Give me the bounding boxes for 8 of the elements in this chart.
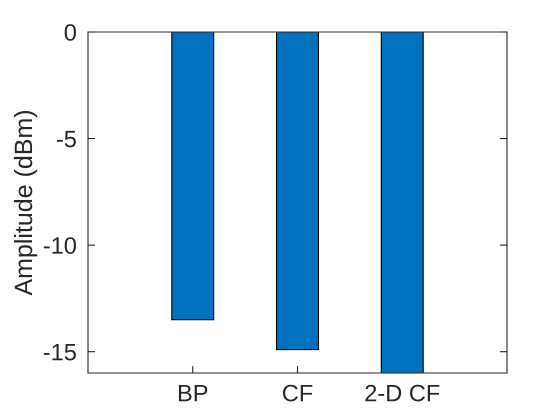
- y-tick-label: -5: [56, 130, 76, 148]
- x-tick-label: 2-D CF: [365, 384, 440, 402]
- y-axis-title: Amplitude (dBm): [14, 110, 38, 296]
- y-tick-label: -15: [44, 344, 76, 360]
- y-tick-label: 0: [64, 24, 76, 41]
- y-tick-label: -10: [44, 237, 76, 254]
- x-tick-label: CF: [282, 384, 312, 402]
- x-tick-label: BP: [178, 384, 208, 402]
